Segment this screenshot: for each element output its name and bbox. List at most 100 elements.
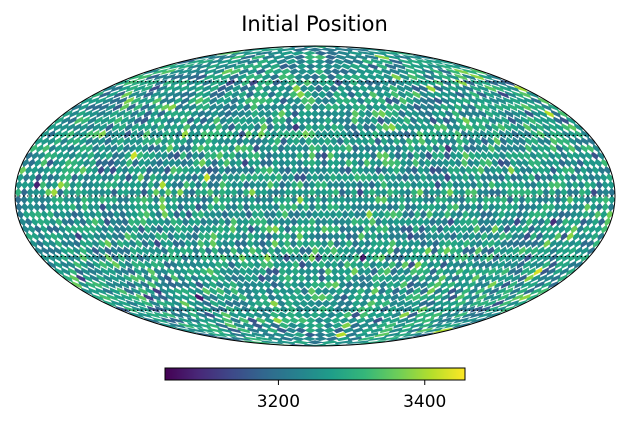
map-pixel [277,224,286,234]
map-pixel [310,103,320,112]
map-pixel [230,195,238,205]
map-pixel [386,336,414,342]
map-pixel [267,246,275,256]
map-pixel [229,332,247,338]
map-pixel [276,253,284,263]
map-pixel [411,84,421,93]
map-pixel [237,129,246,139]
map-pixel [414,58,434,65]
map-pixel [187,253,195,263]
map-pixel [412,151,421,161]
map-pixel [179,311,192,319]
map-pixel [348,136,357,146]
map-pixel [297,103,306,112]
map-pixel [136,253,145,263]
map-pixel [261,299,272,308]
map-pixel [581,172,590,183]
map-pixel [218,180,226,190]
map-pixel [488,96,499,105]
map-pixel [290,280,299,289]
map-pixel [481,143,489,153]
map-pixel [392,332,413,338]
map-pixel [172,172,181,183]
map-pixel [243,109,253,118]
map-pixel [70,209,79,220]
map-pixel [269,103,279,112]
map-pixel [215,172,223,183]
map-pixel [339,253,348,263]
map-pixel [180,224,188,234]
map-pixel [491,79,508,87]
map-pixel [571,202,579,212]
map-pixel [410,187,418,197]
map-pixel [229,54,247,60]
map-pixel [318,73,329,81]
map-pixel [54,116,65,125]
map-pixel [404,187,412,197]
map-pixel [516,96,528,105]
map-pixel [139,165,147,175]
map-pixel [102,84,118,93]
map-pixel [558,158,566,168]
map-pixel [546,116,556,125]
map-pixel [237,253,246,263]
map-pixel [133,299,147,308]
map-pixel [291,299,301,308]
map-pixel [350,187,358,197]
map-pixel [223,109,233,118]
map-pixel [206,58,225,65]
map-pixel [227,239,236,249]
map-pixel [225,305,236,313]
map-pixel [302,195,310,205]
map-pixel [448,293,458,302]
map-pixel [210,305,220,313]
map-pixel [320,239,329,249]
map-pixel [307,287,316,296]
map-pixel [523,231,531,241]
map-pixel [261,73,272,81]
map-pixel [372,317,384,324]
map-pixel [405,68,417,75]
map-pixel [405,246,414,256]
map-pixel [380,136,388,146]
map-pixel [284,274,293,283]
map-pixel [266,123,275,132]
map-pixel [567,260,577,269]
map-pixel [479,209,488,220]
map-pixel [155,224,164,234]
map-pixel [460,129,469,139]
map-pixel [154,172,163,183]
map-pixel [382,73,394,81]
map-pixel [374,73,385,81]
map-pixel [454,253,462,263]
map-pixel [197,151,206,161]
map-pixel [428,165,437,175]
map-pixel [357,239,366,249]
map-pixel [215,103,224,112]
map-pixel [442,158,450,168]
map-pixel [499,246,508,256]
map-pixel [162,311,177,319]
map-pixel [256,79,266,87]
map-pixel [332,180,340,190]
map-pixel [366,73,377,81]
map-pixel [212,311,223,319]
map-pixel [110,246,119,256]
map-pixel [474,136,483,146]
map-pixel [140,202,149,212]
map-pixel [85,253,94,263]
map-pixel [230,317,241,324]
map-pixel [342,246,351,256]
map-pixel [248,246,257,256]
map-pixel [192,116,201,125]
map-pixel [249,280,258,289]
map-pixel [399,311,410,319]
map-pixel [258,239,267,249]
map-pixel [269,73,280,81]
map-pixel [251,267,261,276]
map-pixel [237,274,246,283]
map-pixel [218,129,227,139]
map-pixel [289,231,298,241]
map-pixel [15,187,22,197]
map-pixel [246,68,258,75]
